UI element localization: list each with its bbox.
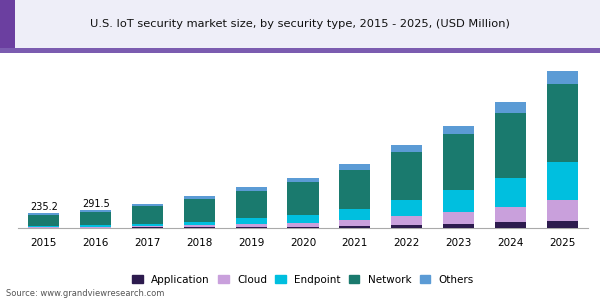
Bar — [391, 216, 422, 225]
Bar — [443, 134, 474, 190]
Bar — [184, 227, 215, 228]
Text: U.S. IoT security market size, by security type, 2015 - 2025, (USD Million): U.S. IoT security market size, by securi… — [90, 19, 510, 29]
Bar — [443, 224, 474, 228]
Bar — [495, 103, 526, 113]
Bar — [547, 84, 578, 162]
Bar — [80, 227, 111, 228]
Bar — [132, 227, 163, 228]
Legend: Application, Cloud, Endpoint, Network, Others: Application, Cloud, Endpoint, Network, O… — [128, 271, 478, 289]
Bar — [236, 227, 267, 228]
Bar — [391, 145, 422, 152]
Bar — [391, 200, 422, 216]
Bar — [132, 224, 163, 226]
Bar — [80, 212, 111, 226]
Bar — [287, 226, 319, 228]
Bar — [495, 222, 526, 228]
Bar — [547, 200, 578, 220]
Bar — [287, 223, 319, 226]
Bar — [236, 188, 267, 191]
Bar — [28, 215, 59, 226]
Bar — [184, 222, 215, 225]
Bar — [443, 212, 474, 224]
Bar — [443, 126, 474, 134]
Bar — [547, 220, 578, 228]
Bar — [28, 213, 59, 215]
Bar — [391, 152, 422, 200]
Text: 235.2: 235.2 — [30, 202, 58, 212]
Bar — [339, 170, 370, 209]
Text: 291.5: 291.5 — [82, 199, 110, 209]
Bar — [80, 226, 111, 227]
Bar — [28, 227, 59, 228]
Bar — [132, 204, 163, 206]
Bar — [443, 190, 474, 212]
Bar — [184, 200, 215, 222]
Bar — [339, 209, 370, 220]
Bar — [132, 206, 163, 224]
Bar — [339, 226, 370, 228]
Text: Source: www.grandviewresearch.com: Source: www.grandviewresearch.com — [6, 290, 164, 298]
Bar — [287, 178, 319, 182]
Bar — [236, 218, 267, 224]
Bar — [391, 225, 422, 228]
Bar — [184, 225, 215, 227]
Bar — [287, 182, 319, 215]
Bar — [184, 196, 215, 200]
Bar — [547, 162, 578, 200]
Bar — [236, 191, 267, 218]
Bar — [339, 164, 370, 170]
Bar — [339, 220, 370, 226]
Bar — [287, 215, 319, 223]
Bar — [495, 113, 526, 178]
Bar — [236, 224, 267, 227]
Bar — [28, 226, 59, 227]
Bar — [495, 207, 526, 222]
Bar — [132, 226, 163, 227]
Bar — [495, 178, 526, 207]
Bar — [80, 210, 111, 212]
Bar — [547, 71, 578, 84]
